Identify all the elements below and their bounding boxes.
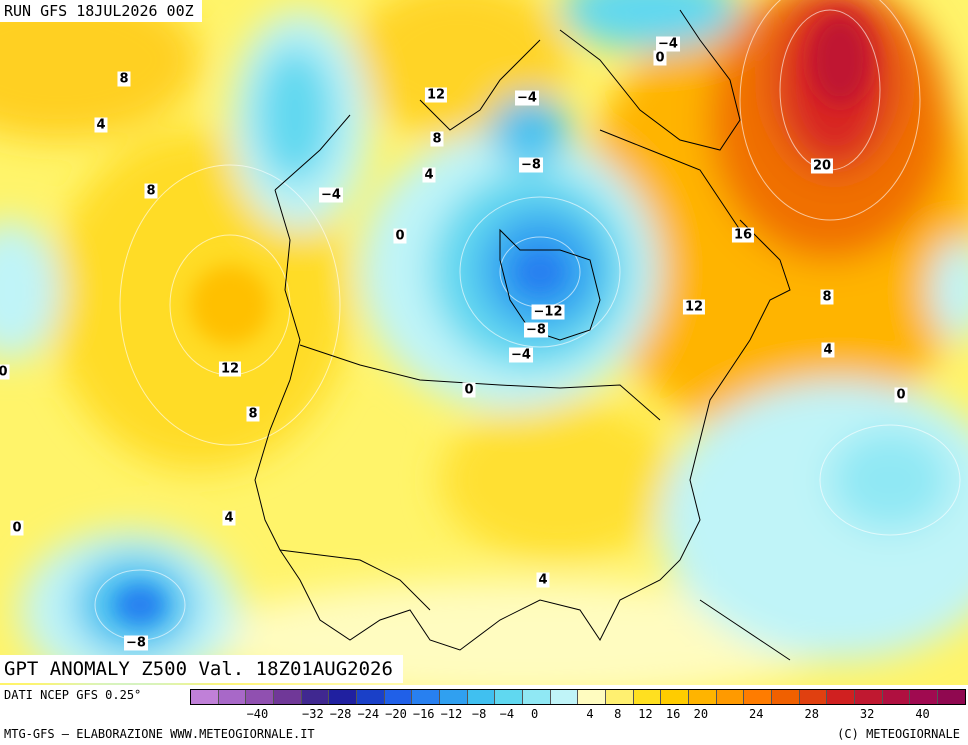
isoline-label: 0 <box>653 50 667 66</box>
isoline-label: 0 <box>10 520 24 536</box>
legend-tick-label: 24 <box>749 707 764 721</box>
legend-swatch <box>689 690 717 704</box>
legend-swatch <box>606 690 634 704</box>
isoline-label: −4 <box>319 187 343 203</box>
legend-tick-label: −8 <box>471 707 487 721</box>
isoline-label: 12 <box>424 87 448 103</box>
legend-ticks: −40 −32 −28 −24 −20 −16 −12 −8 −4 0 4 8 12 16 20 24 28 32… <box>190 707 966 723</box>
legend-swatch <box>274 690 302 704</box>
legend-swatch <box>744 690 773 704</box>
legend-tick-label: 40 <box>915 707 930 721</box>
isoline-label: 0 <box>894 387 908 403</box>
legend-swatch <box>329 690 358 704</box>
legend-tick-label: 28 <box>804 707 819 721</box>
map-title: GPT ANOMALY Z500 Val. 18Z01AUG2026 <box>0 655 403 683</box>
isoline-label: 12 <box>682 299 706 315</box>
legend-tick-label: −4 <box>499 707 515 721</box>
legend-swatch <box>938 690 965 704</box>
isoline-label: 0 <box>393 228 407 244</box>
legend-tick-label: 12 <box>638 707 653 721</box>
legend-tick-label: 20 <box>693 707 709 721</box>
legend-tick-label: 8 <box>614 707 622 721</box>
isoline-label: −4 <box>515 90 539 106</box>
legend-swatch <box>633 690 662 704</box>
legend-tick-label: 16 <box>665 707 681 721</box>
copyright-text: (C) METEOGIORNALE <box>837 727 960 741</box>
isoline-label: 8 <box>430 131 444 147</box>
legend-swatch <box>827 690 856 704</box>
legend-color-bar <box>190 689 966 705</box>
legend-swatch <box>357 690 385 704</box>
isoline-label: 12 <box>218 361 242 377</box>
legend-swatch <box>412 690 441 704</box>
legend-tick-label: −32 <box>302 707 324 721</box>
isoline-label: −8 <box>519 157 543 173</box>
isoline-label: 16 <box>731 227 755 243</box>
legend-tick-label: 32 <box>859 707 875 721</box>
isoline-label: 8 <box>820 289 834 305</box>
legend-swatch <box>246 690 275 704</box>
isoline-label: 20 <box>810 158 834 174</box>
legend-swatch <box>301 690 330 704</box>
legend-swatch <box>523 690 551 704</box>
legend-swatch <box>384 690 413 704</box>
isoline-label: −12 <box>531 304 565 320</box>
isoline-label: −4 <box>509 347 533 363</box>
legend-swatch <box>799 690 828 704</box>
legend-tick-label: −16 <box>412 707 435 721</box>
legend-tick-label: −24 <box>357 707 380 721</box>
isoline-label: −8 <box>524 322 548 338</box>
legend-swatch <box>910 690 939 704</box>
legend-tick-label: 4 <box>586 707 594 721</box>
credit-text: MTG-GFS – ELABORAZIONE WWW.METEOGIORNALE… <box>4 727 315 741</box>
legend-swatch <box>855 690 883 704</box>
isoline-label: 8 <box>117 71 131 87</box>
isoline-label: 4 <box>536 572 550 588</box>
isoline-label: −8 <box>124 635 148 651</box>
isoline-label: 0 <box>0 364 10 380</box>
legend-tick-label: −12 <box>440 707 463 721</box>
isoline-label: 8 <box>246 406 260 422</box>
legend-swatch <box>550 690 579 704</box>
run-title: RUN GFS 18JUL2026 00Z <box>0 0 202 22</box>
legend-swatch <box>191 690 219 704</box>
anomaly-map <box>0 0 968 685</box>
legend-swatch <box>661 690 690 704</box>
legend-swatch <box>772 690 800 704</box>
legend-tick-label: −28 <box>329 707 352 721</box>
data-source-text: DATI NCEP GFS 0.25° <box>4 688 142 702</box>
legend-swatch <box>218 690 247 704</box>
legend-swatch <box>467 690 496 704</box>
legend-tick-label: 0 <box>530 707 539 721</box>
isoline-label: 8 <box>144 183 158 199</box>
isoline-label: 4 <box>94 117 108 133</box>
legend-swatch <box>578 690 607 704</box>
legend-swatch <box>882 690 911 704</box>
isoline-label: 4 <box>422 167 436 183</box>
isoline-label: 4 <box>222 510 236 526</box>
legend-swatch <box>716 690 745 704</box>
isoline-label: 0 <box>462 382 476 398</box>
isoline-label: 4 <box>821 342 835 358</box>
legend-swatch <box>495 690 524 704</box>
isoline-label: −4 <box>656 36 680 52</box>
legend-swatch <box>440 690 468 704</box>
legend-tick-label: −20 <box>385 707 407 721</box>
legend-tick-label: −40 <box>246 707 269 721</box>
